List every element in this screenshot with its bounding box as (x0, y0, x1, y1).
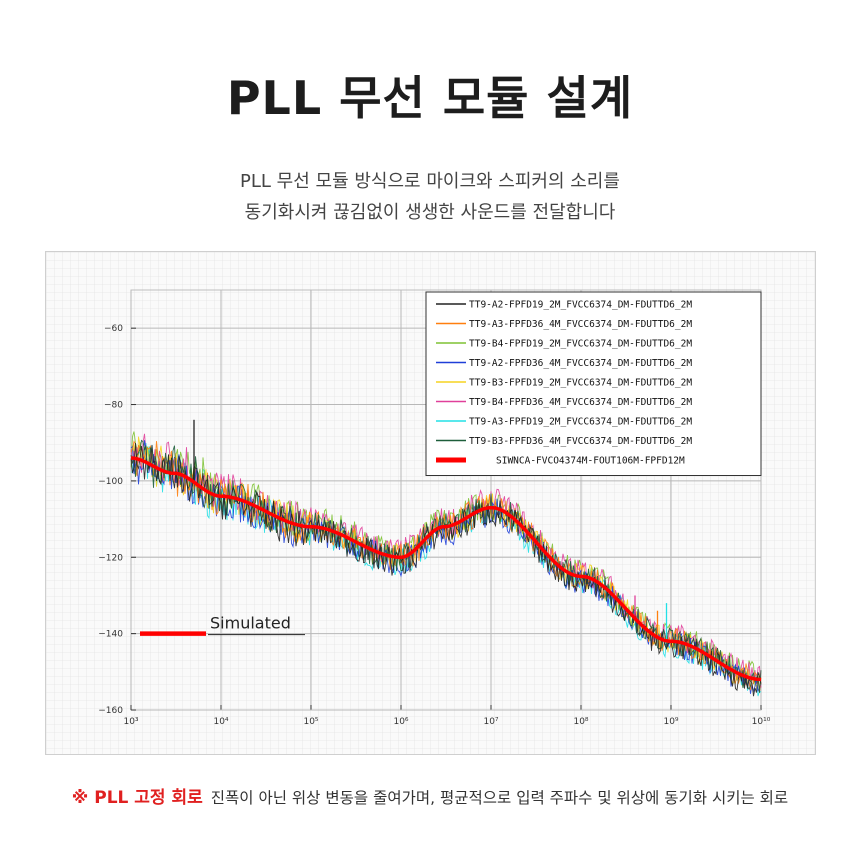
legend-box (425, 291, 762, 476)
simulated-annotation-label: Simulated (210, 614, 291, 633)
page-title: PLL 무선 모듈 설계 (226, 71, 634, 125)
x-tick-label: 10⁴ (213, 717, 228, 727)
x-tick-label: 10⁹ (663, 717, 678, 727)
y-tick-label: −60 (104, 324, 123, 334)
subtitle-line-2: 동기화시켜 끊김없이 생생한 사운드를 전달합니다 (244, 202, 616, 223)
legend-label-simulated: SIWNCA-FVCO4374M-FOUT106M-FPFD12M (496, 456, 685, 467)
y-tick-label: −100 (98, 477, 123, 487)
x-tick-label: 10¹⁰ (752, 717, 771, 727)
subtitle-line-1: PLL 무선 모듈 방식으로 마이크와 스피커의 소리를 (240, 171, 620, 192)
series-line-8 (130, 439, 762, 693)
page-subtitle: PLL 무선 모듈 방식으로 마이크와 스피커의 소리를 동기화시켜 끊김없이 … (0, 166, 860, 228)
x-tick-label: 10⁵ (303, 717, 318, 727)
series-line-2 (130, 440, 762, 693)
legend-label-2: TT9-A3-FPFD36_4M_FVCC6374_DM-FDUTTD6_2M (469, 319, 692, 330)
y-tick-label: −120 (98, 553, 123, 563)
legend-label-5: TT9-B3-FPFD19_2M_FVCC6374_DM-FDUTTD6_2M (469, 378, 692, 389)
legend-label-6: TT9-B4-FPFD36_4M_FVCC6374_DM-FDUTTD6_2M (469, 397, 692, 408)
x-tick-label: 10⁶ (393, 717, 408, 727)
y-tick-label: −160 (98, 706, 123, 716)
legend-label-7: TT9-A3-FPFD19_2M_FVCC6374_DM-FDUTTD6_2M (469, 417, 692, 428)
footer-mark: ※ PLL 고정 회로 (71, 788, 203, 808)
legend-label-1: TT9-A2-FPFD19_2M_FVCC6374_DM-FDUTTD6_2M (469, 300, 692, 311)
footer-note: ※ PLL 고정 회로 진폭이 아닌 위상 변동을 줄여가며, 평균적으로 입력 … (0, 783, 860, 808)
chart-svg: 10³ 10⁴ 10⁵ 10⁶ 10⁷ 10⁸ 10⁹ 10¹⁰ −60 −80 −100 −120 −… (46, 252, 815, 754)
y-tick-label: −140 (98, 630, 123, 640)
legend-label-8: TT9-B3-FPFD36_4M_FVCC6374_DM-FDUTTD6_2M (469, 436, 692, 447)
simulated-line (130, 456, 762, 682)
y-tick-label: −80 (104, 401, 123, 411)
x-tick-label: 10⁷ (483, 717, 498, 727)
x-tick-label: 10⁸ (573, 717, 588, 727)
footer-text: 진폭이 아닌 위상 변동을 줄여가며, 평균적으로 입력 주파수 및 위상에 동… (210, 789, 789, 807)
phase-noise-chart: 10³ 10⁴ 10⁵ 10⁶ 10⁷ 10⁸ 10⁹ 10¹⁰ −60 −80 −100 −120 −… (45, 251, 816, 755)
legend-label-4: TT9-A2-FPFD36_4M_FVCC6374_DM-FDUTTD6_2M (469, 358, 692, 369)
x-tick-label: 10³ (123, 717, 138, 727)
series-line-1 (130, 442, 762, 697)
legend-label-3: TT9-B4-FPFD19_2M_FVCC6374_DM-FDUTTD6_2M (469, 339, 692, 350)
